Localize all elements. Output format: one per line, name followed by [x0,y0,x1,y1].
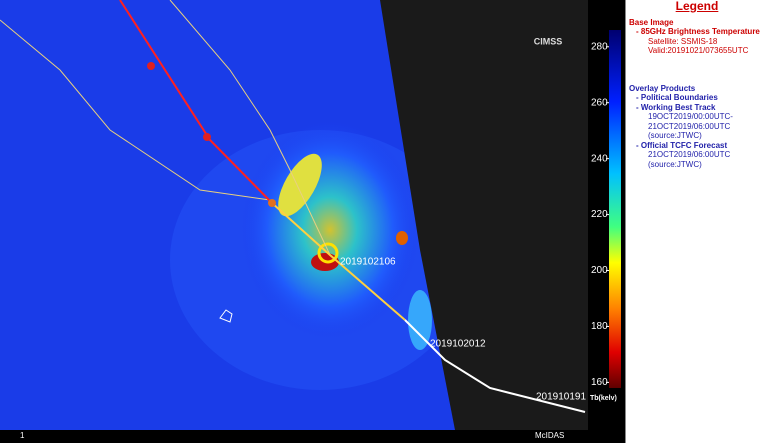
track-label: 2019102012 [430,339,486,350]
legend-item: Satellite: SSMIS-18 [648,36,718,46]
frame-number: 1 [20,431,25,440]
colorbar-tick-label: 160 [591,377,608,388]
colorbar-tick-label: 200 [591,265,608,276]
island-outline [219,309,233,323]
legend-item: - Political Boundaries [636,93,718,102]
legend-item: (source:JTWC) [648,131,702,140]
cloud-band [240,120,420,340]
logo: CIMSS [534,36,563,46]
best-track [404,319,586,413]
legend-item: - Official TCFC Forecast [636,140,728,150]
swath-gap [380,0,588,430]
legend-item: 21OCT2019/06:00UTC [648,121,731,131]
colorbar-label: Tb(kelv) [590,395,617,402]
legend-item: - Working Best Track [636,102,716,112]
colorbar-tick-label: 180 [591,321,608,332]
colorbar-tick-label: 280 [591,41,608,52]
rain-band [278,153,322,217]
legend-item: 19OCT2019/00:00UTC- [648,112,733,121]
eye [317,242,339,264]
overlay-heading: Overlay Products [629,83,696,93]
track-marker [268,199,276,207]
track-label: 201910191 [536,392,586,403]
colorbar-tick-label: 240 [591,153,608,164]
legend-item: - 85GHz Brightness Temperature [636,27,760,36]
convection [396,231,408,245]
best-track [119,0,273,204]
cloud [408,290,432,350]
best-track [271,202,406,321]
satellite-view: 2019102106 2019102012 201910191 CIMSS 1 … [0,0,625,443]
legend-item: Valid:20191021/073655UTC [648,46,749,55]
colorbar [609,30,621,388]
legend-item: (source:JTWC) [648,159,702,169]
colorbar-tick-label: 260 [591,97,608,108]
track-marker [147,62,155,70]
track-marker [203,133,211,141]
legend-panel: Legend Base Image - 85GHz Brightness Tem… [625,0,768,443]
base-heading: Base Image [629,17,674,27]
colorbar-tick-label: 220 [591,209,608,220]
forecast-cone [169,0,331,256]
software-label: McIDAS [535,431,564,440]
footer-bar [0,430,588,443]
legend-title: Legend [675,0,719,13]
legend-item: 21OCT2019/06:00UTC [648,150,731,159]
forecast-cone [0,19,271,201]
track-label: 2019102106 [340,257,396,268]
